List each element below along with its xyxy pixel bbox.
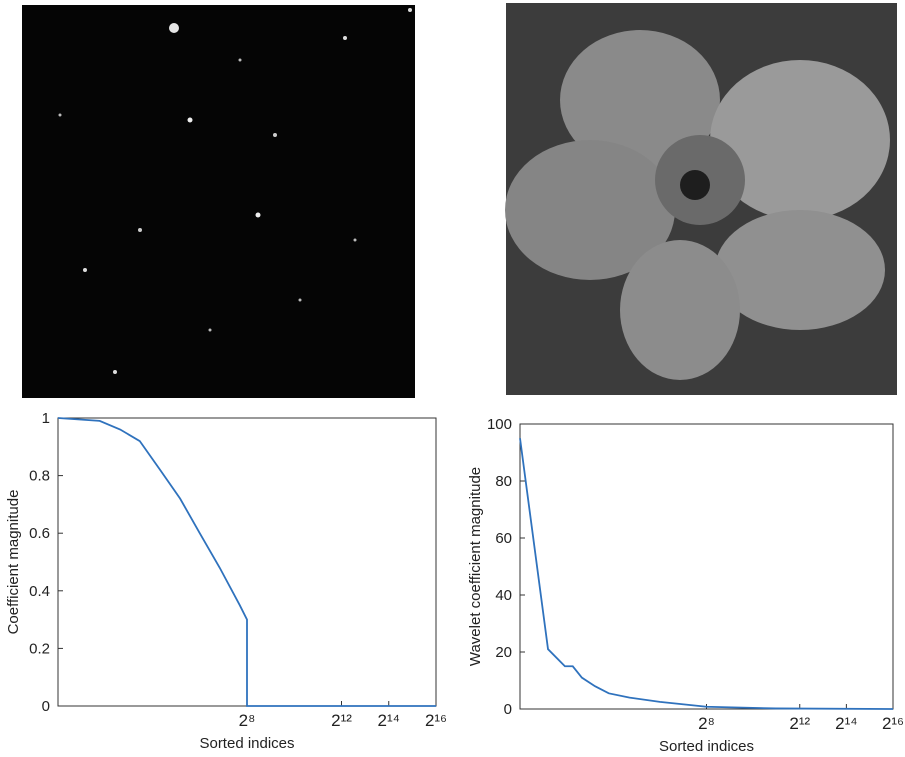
y-axis-label: Wavelet coefficient magnitude bbox=[467, 467, 484, 666]
x-axis-label: Sorted indices bbox=[659, 738, 754, 755]
axes-box bbox=[519, 423, 894, 710]
x-tick-label: 2¹⁴ bbox=[378, 711, 400, 730]
y-tick-label: 20 bbox=[495, 644, 512, 661]
x-axis-label: Sorted indices bbox=[199, 735, 294, 752]
y-tick-label: 0.6 bbox=[29, 525, 50, 542]
chart: 0 20 40 60 80 100 2⁸ 2¹² 2¹⁴ 2¹⁶ Sorted indices Wav… bbox=[467, 416, 904, 755]
y-tick-label: 0.2 bbox=[29, 640, 50, 657]
y-tick-label: 0.8 bbox=[29, 468, 50, 485]
x-tick-label: 2⁸ bbox=[698, 714, 715, 733]
chart: 0 0.2 0.4 0.6 0.8 1 2⁸ 2¹² 2¹⁴ 2¹⁶ Sorted indices C… bbox=[5, 410, 447, 752]
y-tick-label: 1 bbox=[42, 410, 50, 427]
x-tick-label: 2¹⁶ bbox=[425, 711, 447, 730]
y-tick-label: 0 bbox=[42, 698, 50, 715]
y-tick-label: 0.4 bbox=[29, 583, 50, 600]
y-tick-label: 60 bbox=[495, 530, 512, 547]
x-tick-label: 2¹⁴ bbox=[835, 714, 857, 733]
y-tick-label: 40 bbox=[495, 587, 512, 604]
y-axis-label: Coefficient magnitude bbox=[5, 490, 22, 635]
flower-image bbox=[505, 3, 897, 395]
x-tick-label: 2¹² bbox=[789, 714, 810, 733]
x-tick-label: 2⁸ bbox=[239, 711, 256, 730]
y-tick-label: 100 bbox=[487, 416, 512, 433]
x-tick-label: 2¹⁶ bbox=[882, 714, 904, 733]
sparse-image bbox=[22, 5, 415, 398]
y-tick-label: 80 bbox=[495, 473, 512, 490]
line bbox=[57, 417, 436, 707]
y-tick-label: 0 bbox=[504, 701, 512, 718]
x-tick-label: 2¹² bbox=[331, 711, 352, 730]
line bbox=[519, 438, 894, 710]
